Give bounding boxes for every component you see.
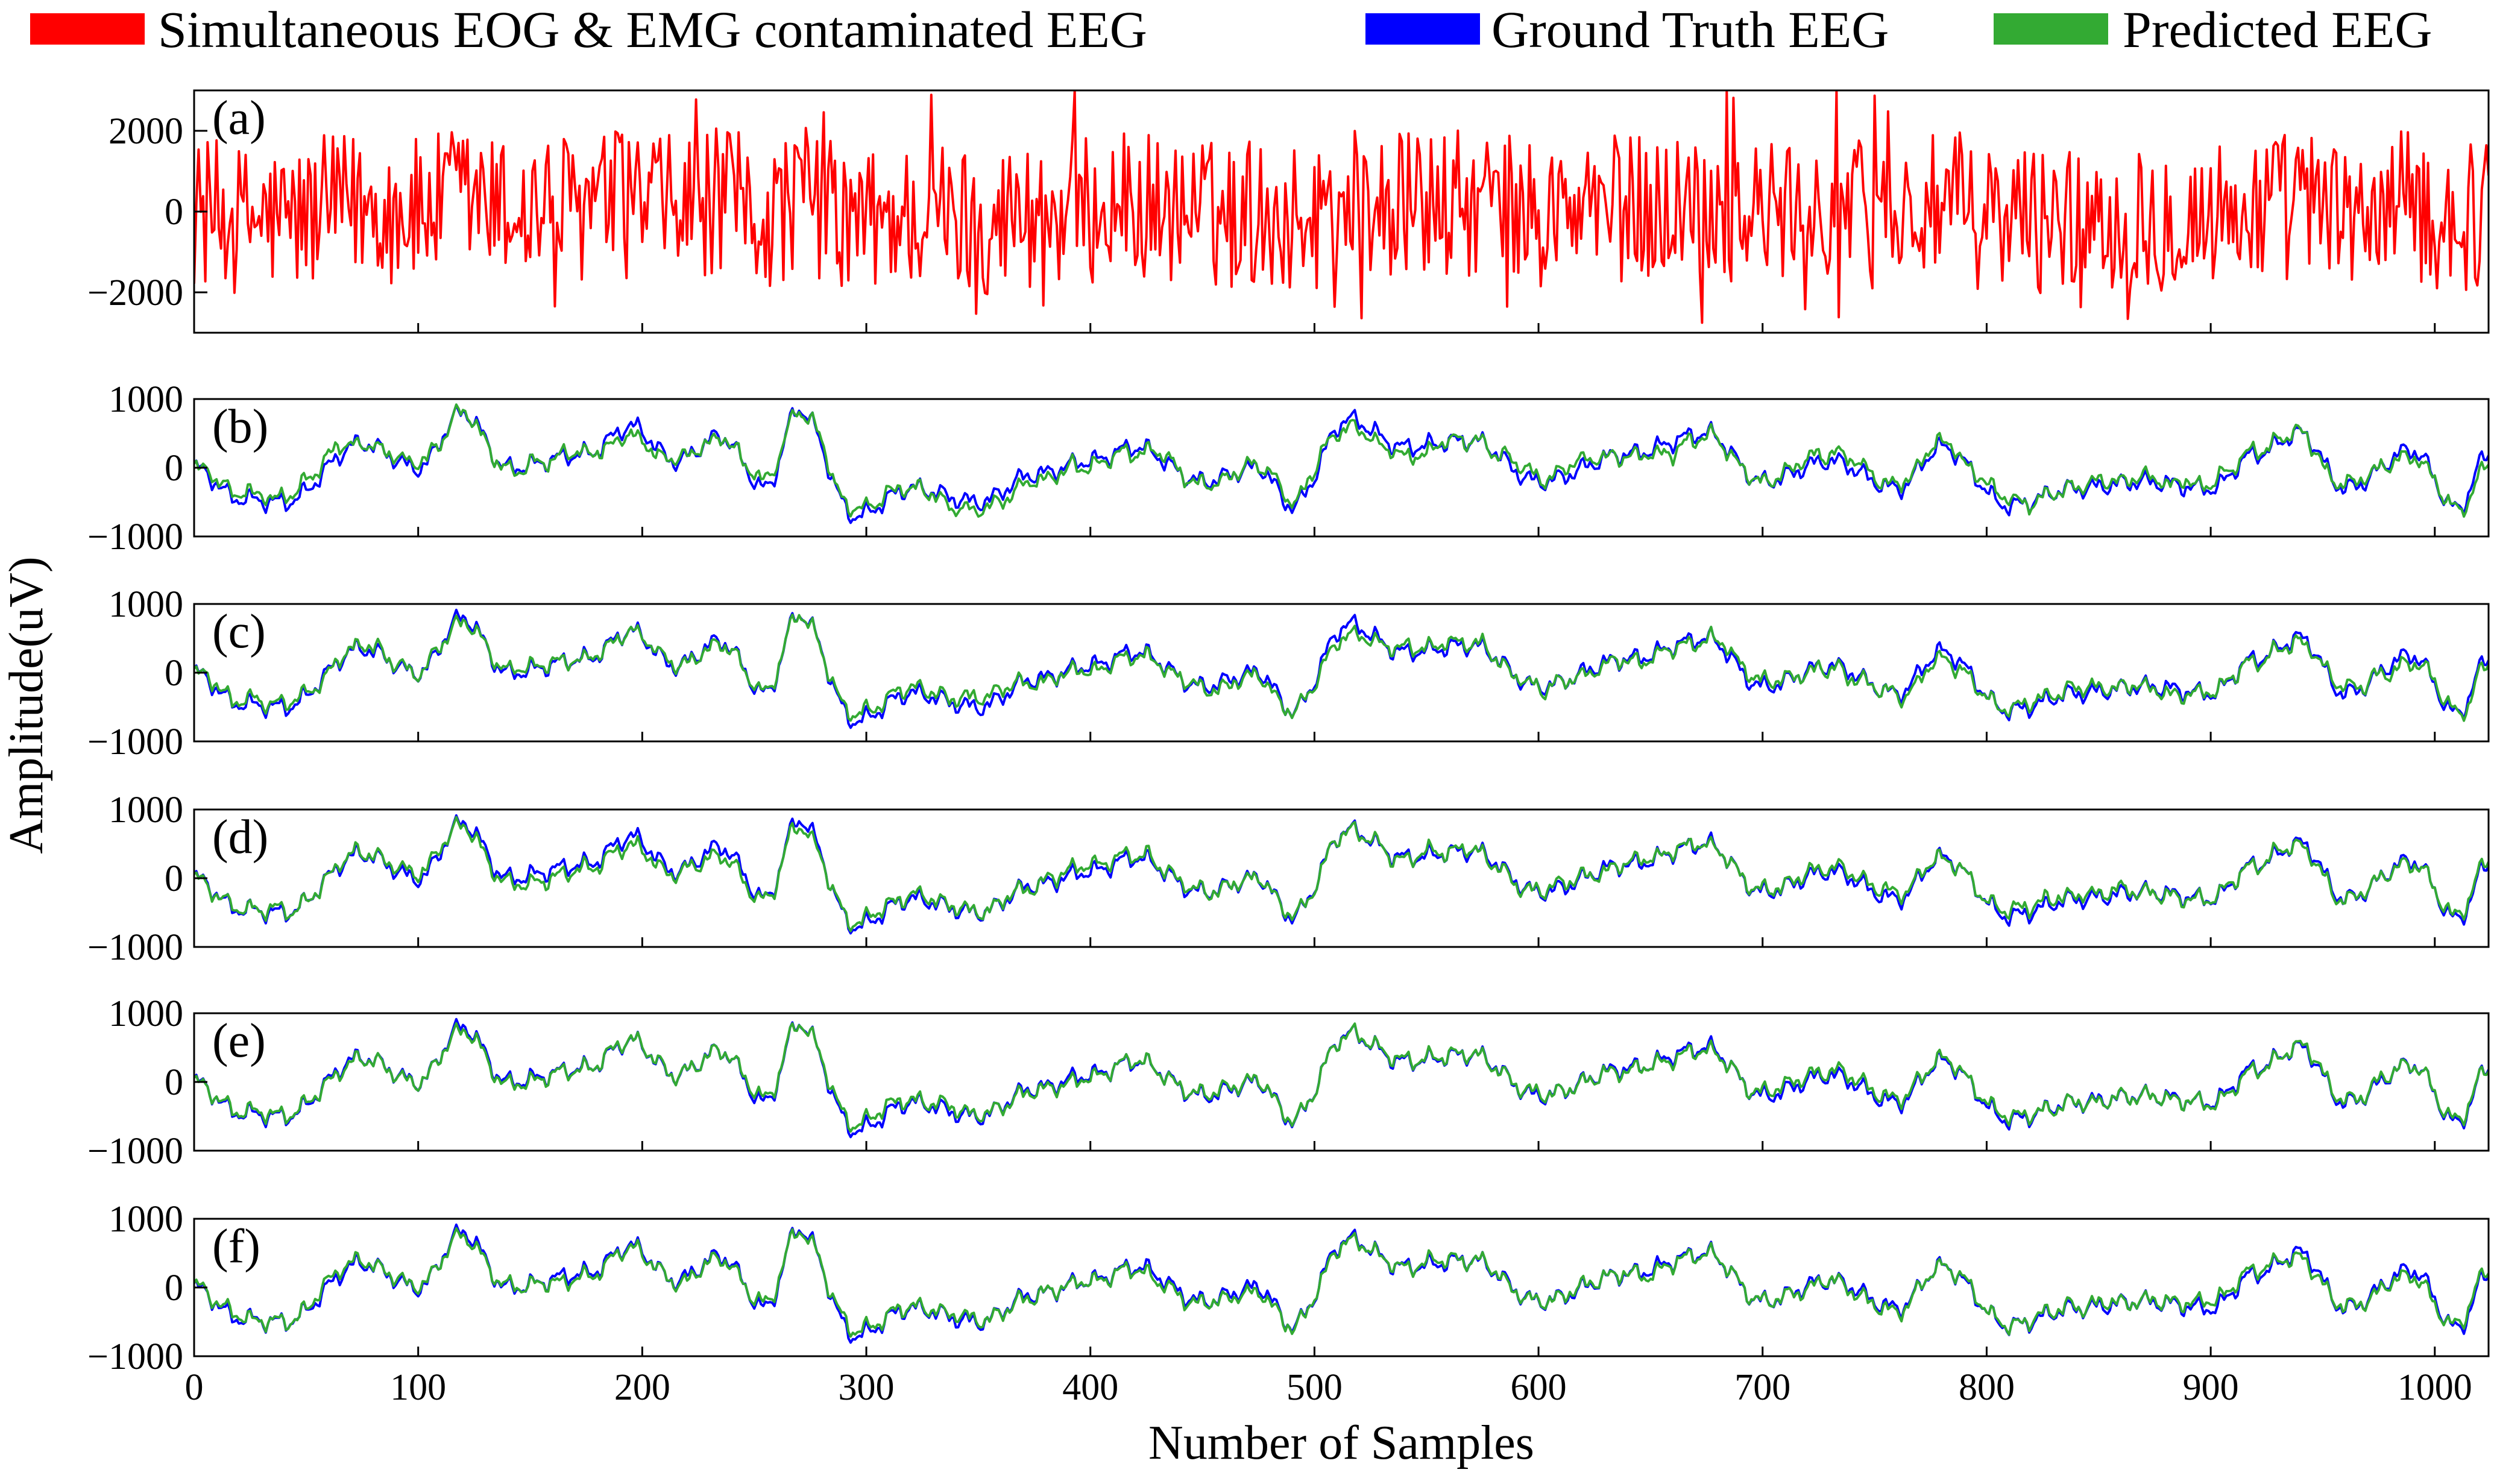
panel-e: 1000 0 −1000 (e) xyxy=(87,993,2490,1172)
axis-frame-panel-e xyxy=(193,1012,2490,1152)
x-axis-label: Number of Samples xyxy=(1148,1416,1534,1470)
y-tick-label: −1000 xyxy=(87,1336,183,1377)
x-tick-label: 500 xyxy=(1286,1367,1343,1408)
x-tick-label: 100 xyxy=(390,1367,446,1408)
legend-label-ground_truth: Ground Truth EEG xyxy=(1491,1,1889,58)
panel-b: 1000 0 −1000 (b) xyxy=(87,379,2490,558)
y-tick-label: 2000 xyxy=(109,111,183,152)
legend-swatch-predicted xyxy=(1994,13,2108,45)
x-tick-label: 0 xyxy=(185,1367,204,1408)
x-tick-label: 800 xyxy=(1959,1367,2015,1408)
x-axis: 0 100 200 300 400 500 600 700 800 900 1000 xyxy=(185,1367,2472,1408)
panel-tag-e: (e) xyxy=(212,1014,266,1067)
axis-frame-panel-d xyxy=(193,808,2490,948)
legend: Simultaneous EOG & EMG contaminated EEG G… xyxy=(30,1,2432,58)
y-tick-label: −1000 xyxy=(87,517,183,558)
y-tick-label: −1000 xyxy=(87,722,183,762)
y-tick-label: −2000 xyxy=(87,272,183,313)
x-tick-label: 900 xyxy=(2183,1367,2239,1408)
panel-tag-c: (c) xyxy=(212,605,266,658)
y-tick-label: 0 xyxy=(165,192,183,233)
panel-tag-a: (a) xyxy=(212,92,266,145)
y-tick-label: 1000 xyxy=(109,993,183,1034)
panel-tag-b: (b) xyxy=(212,400,268,453)
series-line-predicted-panel-f xyxy=(194,1227,2489,1338)
x-tick-label: 400 xyxy=(1062,1367,1118,1408)
series-line-predicted-panel-c xyxy=(194,613,2489,722)
series-line-ground-truth-panel-d xyxy=(194,814,2489,935)
x-tick-label: 300 xyxy=(839,1367,895,1408)
legend-label-predicted: Predicted EEG xyxy=(2123,1,2432,58)
x-tick-label: 200 xyxy=(614,1367,670,1408)
y-tick-label: 0 xyxy=(165,858,183,899)
series-line-predicted-panel-e xyxy=(194,1022,2489,1133)
y-tick-label: −1000 xyxy=(87,927,183,968)
panel-tag-d: (d) xyxy=(212,811,268,864)
axis-frame-panel-f xyxy=(193,1218,2490,1357)
x-tick-label: 1000 xyxy=(2398,1367,2472,1408)
panel-f: 1000 0 −1000 (f) xyxy=(87,1199,2490,1377)
axis-frame-panel-a xyxy=(193,89,2490,334)
y-tick-label: 0 xyxy=(165,653,183,694)
y-tick-label: 1000 xyxy=(109,584,183,625)
y-tick-label: 0 xyxy=(165,1062,183,1103)
x-tick-label: 600 xyxy=(1511,1367,1567,1408)
panel-d: 1000 0 −1000 (d) xyxy=(87,790,2490,968)
y-tick-label: 0 xyxy=(165,448,183,489)
legend-label-contaminated: Simultaneous EOG & EMG contaminated EEG xyxy=(158,1,1147,58)
series-line-ground-truth-panel-f xyxy=(194,1223,2489,1344)
y-tick-label: 1000 xyxy=(109,790,183,831)
y-tick-label: 0 xyxy=(165,1268,183,1309)
series-line-predicted-panel-b xyxy=(194,403,2489,518)
y-axis-label: Amplitude(uV) xyxy=(0,556,53,854)
panel-c: 1000 0 −1000 (c) xyxy=(87,584,2490,762)
panel-tag-f: (f) xyxy=(212,1220,260,1273)
panel-a: 2000 0 −2000 (a) xyxy=(87,89,2490,334)
legend-swatch-contaminated xyxy=(30,13,145,45)
axis-frame-panel-c xyxy=(193,603,2490,743)
panels: 20000−2000(a)10000−1000(b)10000−1000(c)1… xyxy=(87,89,2490,1377)
series-line-ground-truth-panel-c xyxy=(194,608,2489,729)
y-tick-label: 1000 xyxy=(109,379,183,420)
legend-swatch-ground_truth xyxy=(1365,13,1480,45)
y-tick-label: 1000 xyxy=(109,1199,183,1240)
series-line-ground-truth-panel-b xyxy=(194,403,2489,524)
x-tick-label: 700 xyxy=(1734,1367,1790,1408)
y-tick-label: −1000 xyxy=(87,1131,183,1172)
series-line-predicted-panel-d xyxy=(194,816,2489,932)
series-line-contaminated-panel-a xyxy=(194,90,2489,324)
